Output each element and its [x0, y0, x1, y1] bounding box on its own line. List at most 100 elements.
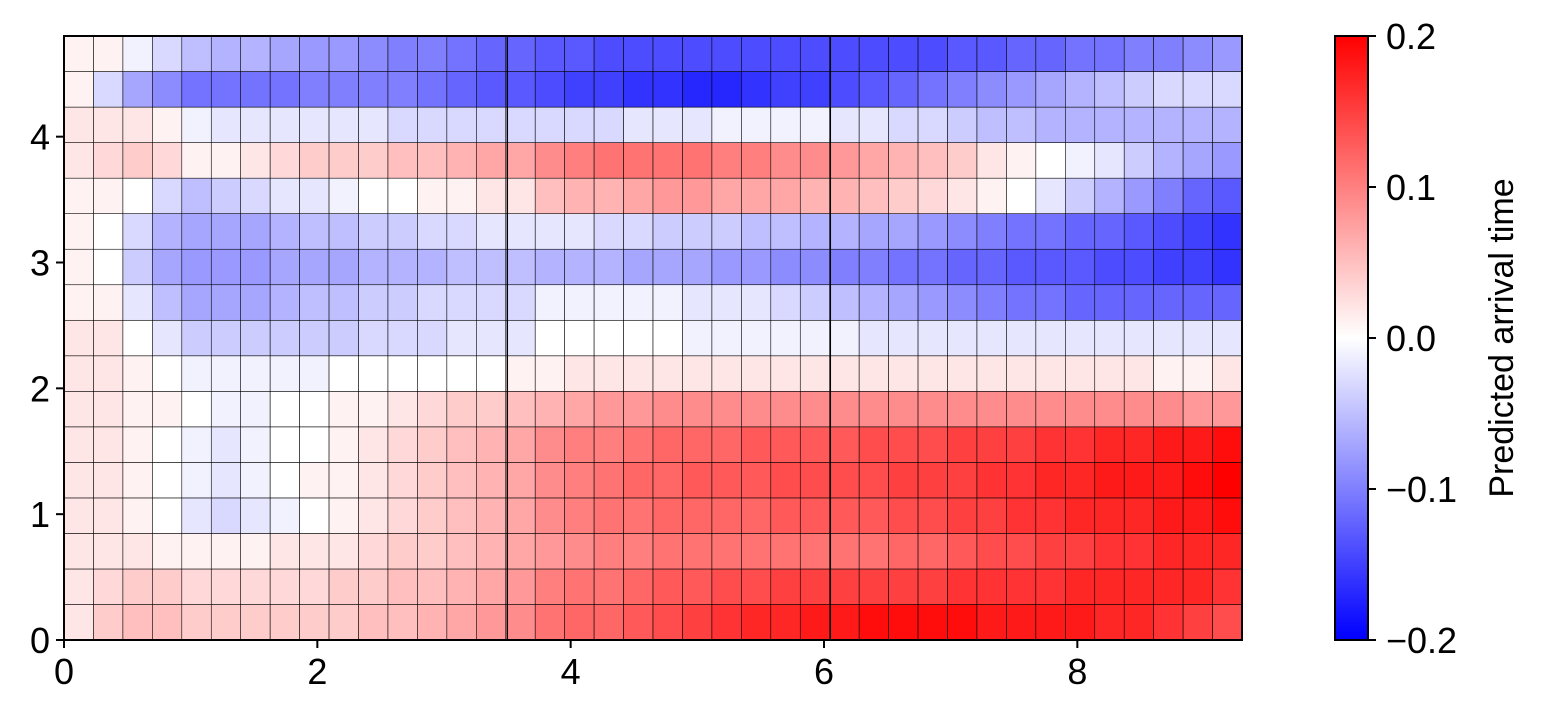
heatmap-cell: [328, 71, 359, 108]
heatmap-cell: [417, 390, 448, 428]
heatmap-cell: [269, 248, 300, 286]
heatmap-cell: [564, 533, 595, 570]
heatmap-cell: [917, 426, 948, 463]
heatmap-cell: [152, 462, 183, 499]
heatmap-cell: [829, 71, 860, 108]
heatmap-cell: [1065, 355, 1096, 392]
heatmap-cell: [593, 390, 624, 428]
heatmap-cell: [1035, 106, 1066, 143]
heatmap-cell: [1035, 568, 1066, 605]
heatmap-cell: [947, 71, 978, 108]
heatmap-cell: [711, 462, 742, 499]
heatmap-cell: [152, 355, 183, 392]
heatmap-cell: [1035, 284, 1066, 321]
heatmap-cell: [181, 497, 212, 534]
heatmap-cell: [1212, 462, 1243, 499]
heatmap-cell: [799, 35, 831, 72]
plot-frame: [63, 35, 1243, 641]
heatmap-cell: [947, 35, 978, 72]
heatmap-cell: [711, 248, 742, 286]
heatmap-cell: [358, 390, 389, 428]
heatmap-cell: [1035, 142, 1066, 179]
heatmap-cell: [623, 319, 654, 357]
heatmap-cell: [446, 177, 477, 214]
heatmap-cell: [152, 568, 183, 605]
heatmap-cell: [917, 142, 948, 179]
heatmap-cell: [505, 319, 536, 357]
heatmap-cell: [358, 142, 389, 179]
heatmap-cell: [122, 568, 153, 605]
heatmap-cell: [564, 604, 595, 641]
heatmap-cell: [152, 426, 183, 463]
heatmap-cell: [446, 604, 477, 641]
heatmap-cell: [1212, 248, 1243, 286]
heatmap-cell: [475, 106, 507, 143]
heatmap-cell: [593, 106, 624, 143]
heatmap-cell: [93, 462, 124, 499]
heatmap-cell: [1182, 213, 1213, 250]
heatmap-cell: [829, 426, 860, 463]
heatmap-cell: [682, 355, 713, 392]
heatmap-cell: [417, 142, 448, 179]
x-tick-label: 0: [54, 651, 74, 692]
heatmap-cell: [593, 35, 624, 72]
heatmap-cell: [1182, 284, 1213, 321]
heatmap-cell: [181, 284, 212, 321]
heatmap-cell: [1153, 248, 1184, 286]
heatmap-cell: [1065, 213, 1096, 250]
heatmap-cell: [534, 390, 566, 428]
heatmap-cell: [446, 533, 477, 570]
heatmap-cell: [593, 604, 624, 641]
heatmap-cell: [1212, 71, 1243, 108]
heatmap-cell: [652, 604, 683, 641]
heatmap-cell: [1094, 213, 1125, 250]
heatmap-cell: [475, 462, 507, 499]
heatmap-cell: [711, 177, 742, 214]
heatmap-cell: [534, 71, 566, 108]
heatmap-cell: [976, 106, 1007, 143]
heatmap-cell: [181, 355, 212, 392]
heatmap-cell: [446, 319, 477, 357]
heatmap-cell: [387, 497, 418, 534]
heatmap-cell: [770, 462, 801, 499]
heatmap-cell: [63, 106, 94, 143]
heatmap-cell: [593, 71, 624, 108]
heatmap-cell: [741, 71, 772, 108]
heatmap-cell: [505, 177, 536, 214]
heatmap-cell: [1182, 177, 1213, 214]
heatmap-cell: [63, 604, 94, 641]
heatmap-cell: [976, 248, 1007, 286]
heatmap-cell: [358, 319, 389, 357]
heatmap-cell: [534, 462, 566, 499]
heatmap-cell: [1182, 248, 1213, 286]
heatmap-cell: [1006, 426, 1037, 463]
heatmap-cell: [1094, 106, 1125, 143]
heatmap-cell: [1065, 248, 1096, 286]
heatmap-cell: [1035, 319, 1066, 357]
heatmap-cell: [564, 35, 595, 72]
x-tick-label: 8: [1067, 651, 1087, 692]
heatmap-cell: [858, 355, 889, 392]
heatmap-cell: [505, 497, 536, 534]
heatmap-cell: [417, 533, 448, 570]
heatmap-cell: [888, 497, 919, 534]
heatmap-cell: [1006, 284, 1037, 321]
heatmap-cell: [888, 177, 919, 214]
heatmap-cell: [888, 213, 919, 250]
heatmap-cell: [505, 533, 536, 570]
heatmap-cell: [1094, 390, 1125, 428]
heatmap-cell: [564, 319, 595, 357]
heatmap-cell: [210, 390, 242, 428]
heatmap-cell: [741, 426, 772, 463]
heatmap-cell: [417, 71, 448, 108]
heatmap-cell: [1094, 355, 1125, 392]
heatmap-cell: [564, 390, 595, 428]
heatmap-cell: [947, 390, 978, 428]
heatmap-cell: [505, 35, 536, 72]
heatmap-cell: [593, 568, 624, 605]
heatmap-cell: [210, 319, 242, 357]
heatmap-cell: [1006, 319, 1037, 357]
heatmap-cell: [1182, 106, 1213, 143]
heatmap-cell: [122, 213, 153, 250]
heatmap-cell: [888, 106, 919, 143]
